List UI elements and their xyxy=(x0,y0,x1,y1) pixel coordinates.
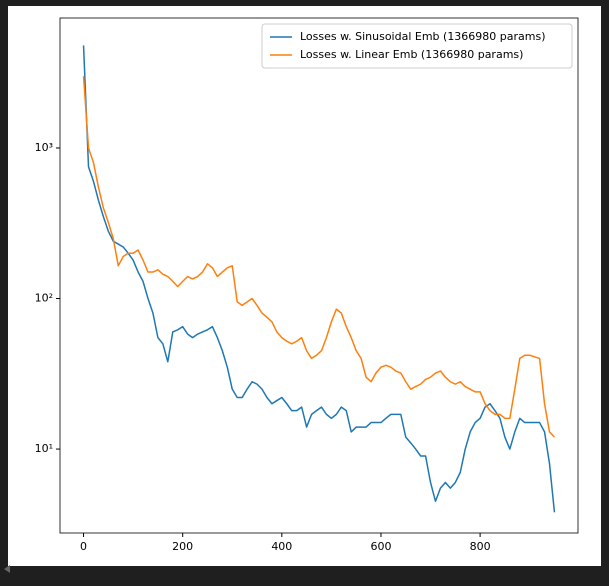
y-tick-label: 10¹ xyxy=(35,442,53,455)
x-tick-label: 800 xyxy=(470,540,491,553)
legend-label: Losses w. Sinusoidal Emb (1366980 params… xyxy=(300,30,546,43)
x-tick-label: 600 xyxy=(370,540,391,553)
y-tick-label: 10² xyxy=(35,292,53,305)
x-tick-label: 0 xyxy=(80,540,87,553)
scroll-arrow[interactable] xyxy=(4,565,10,573)
axes-frame xyxy=(59,17,579,534)
y-tick-label: 10³ xyxy=(35,141,53,154)
x-tick-label: 400 xyxy=(271,540,292,553)
series-line xyxy=(82,76,555,438)
x-tick-label: 200 xyxy=(172,540,193,553)
figure-background xyxy=(8,6,601,566)
legend-label: Losses w. Linear Emb (1366980 params) xyxy=(300,48,523,61)
legend-box xyxy=(261,23,573,69)
series-line xyxy=(82,45,556,513)
